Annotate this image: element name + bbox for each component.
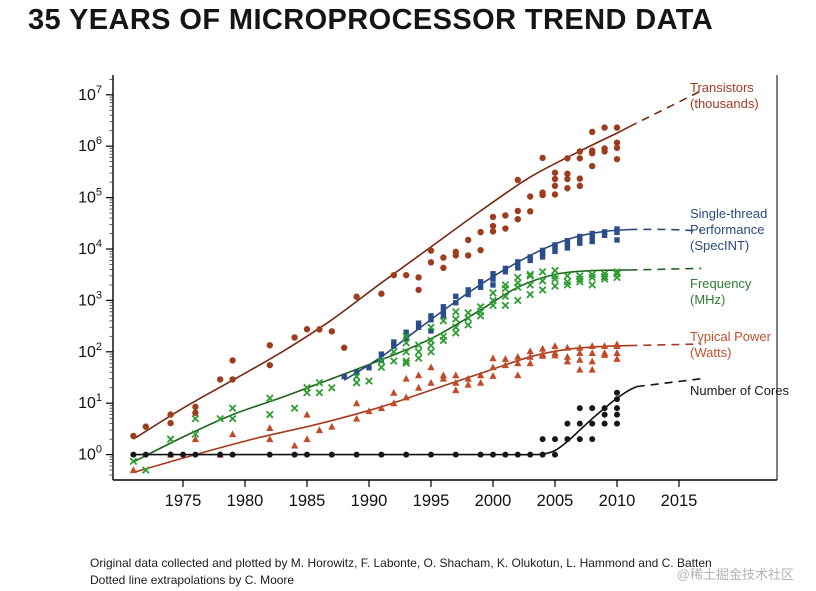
- svg-text:1995: 1995: [413, 492, 450, 510]
- footer-credit-line: Original data collected and plotted by M…: [90, 556, 712, 570]
- footer-extrapolation-note: Dotted line extrapolations by C. Moore: [90, 573, 295, 587]
- legend-frequency: Frequency (MHz): [690, 276, 752, 307]
- svg-text:2005: 2005: [537, 492, 574, 510]
- svg-text:1990: 1990: [351, 492, 388, 510]
- watermark-text: @稀土掘金技术社区: [676, 567, 794, 582]
- svg-text:1975: 1975: [165, 492, 202, 510]
- legend-transistors: Transistors (thousands): [690, 80, 759, 111]
- svg-text:2000: 2000: [475, 492, 512, 510]
- svg-text:1985: 1985: [289, 492, 326, 510]
- svg-text:101: 101: [78, 392, 102, 412]
- svg-text:2010: 2010: [599, 492, 636, 510]
- svg-text:107: 107: [78, 84, 102, 104]
- svg-text:106: 106: [78, 135, 102, 155]
- legend-number-of-cores: Number of Cores: [690, 383, 789, 398]
- svg-text:102: 102: [78, 341, 102, 361]
- chart-title: 35 YEARS OF MICROPROCESSOR TREND DATA: [28, 4, 714, 36]
- svg-text:104: 104: [78, 238, 102, 258]
- svg-text:100: 100: [78, 444, 102, 464]
- svg-text:2015: 2015: [661, 492, 698, 510]
- legend-typical-power: Typical Power (Watts): [690, 329, 771, 360]
- svg-text:103: 103: [78, 289, 102, 309]
- svg-text:105: 105: [78, 187, 102, 207]
- legend-single-thread-performance: Single-thread Performance (SpecINT): [690, 206, 768, 253]
- svg-text:1980: 1980: [227, 492, 264, 510]
